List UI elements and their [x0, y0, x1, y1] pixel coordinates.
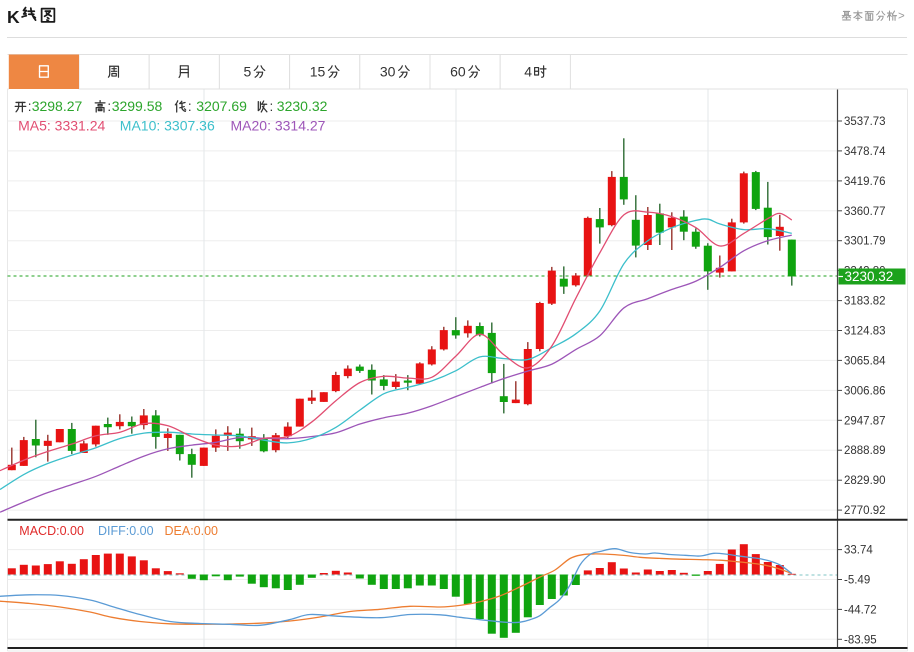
svg-text:33.74: 33.74: [844, 545, 873, 557]
svg-text:3207.69: 3207.69: [196, 98, 247, 114]
svg-text:DIFF:0.00: DIFF:0.00: [98, 524, 154, 538]
svg-text:3230.32: 3230.32: [845, 269, 894, 284]
svg-text:5: 5: [244, 64, 252, 80]
svg-text::: :: [107, 99, 111, 114]
svg-text:-5.49: -5.49: [844, 575, 870, 587]
svg-text::: :: [188, 99, 192, 114]
svg-text:DEA:0.00: DEA:0.00: [165, 524, 219, 538]
svg-text:-83.95: -83.95: [844, 634, 877, 646]
svg-text:2947.87: 2947.87: [844, 415, 886, 427]
svg-text:MACD:0.00: MACD:0.00: [19, 524, 84, 538]
svg-text:MA20: 3314.27: MA20: 3314.27: [231, 117, 326, 133]
svg-text:2829.90: 2829.90: [844, 475, 886, 487]
svg-text:MA5: 3331.24: MA5: 3331.24: [18, 117, 105, 133]
svg-text:3298.27: 3298.27: [32, 98, 83, 114]
svg-text:3478.74: 3478.74: [844, 146, 886, 158]
svg-text:3183.82: 3183.82: [844, 296, 886, 308]
svg-text:>: >: [898, 11, 905, 23]
svg-text:3299.58: 3299.58: [112, 98, 163, 114]
svg-text:-44.72: -44.72: [844, 604, 877, 616]
svg-text:K: K: [7, 7, 20, 27]
svg-text:3230.32: 3230.32: [277, 98, 328, 114]
svg-text:3360.77: 3360.77: [844, 206, 886, 218]
svg-text:3006.86: 3006.86: [844, 385, 886, 397]
svg-text:60: 60: [450, 64, 466, 80]
svg-text:2888.89: 2888.89: [844, 445, 886, 457]
svg-text:30: 30: [380, 64, 396, 80]
svg-text:3301.79: 3301.79: [844, 236, 886, 248]
svg-text:MA10: 3307.36: MA10: 3307.36: [120, 117, 215, 133]
svg-text:3419.76: 3419.76: [844, 176, 886, 188]
svg-text:3537.73: 3537.73: [844, 116, 886, 128]
svg-text::: :: [270, 99, 274, 114]
svg-text:2770.92: 2770.92: [844, 505, 886, 517]
svg-text::: :: [28, 99, 32, 114]
svg-text:3124.83: 3124.83: [844, 326, 886, 338]
svg-text:15: 15: [310, 64, 326, 80]
svg-text:4: 4: [524, 64, 532, 80]
svg-text:3065.84: 3065.84: [844, 355, 886, 367]
